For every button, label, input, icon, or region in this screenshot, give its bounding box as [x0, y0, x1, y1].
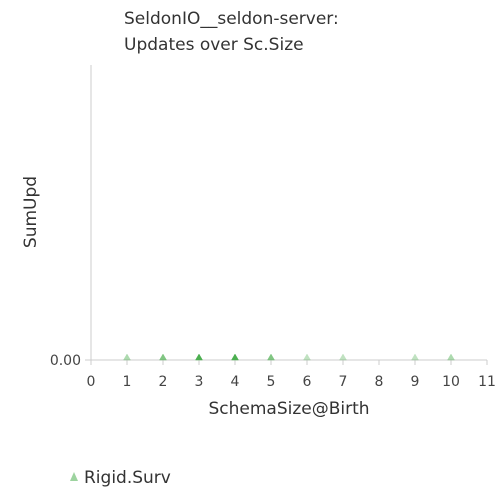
data-point-triangle: [123, 353, 131, 361]
data-point-triangle: [339, 353, 347, 361]
data-point-triangle: [231, 353, 239, 361]
legend: Rigid.Surv: [70, 468, 171, 488]
x-tick-label: 6: [303, 374, 312, 390]
data-point-triangle: [303, 353, 311, 361]
x-tick-label: 0: [87, 374, 96, 390]
x-tick-label: 5: [267, 374, 276, 390]
x-tick-label: 1: [123, 374, 132, 390]
x-tick-label: 9: [411, 374, 420, 390]
x-tick-label: 4: [231, 374, 240, 390]
data-point-triangle: [267, 353, 275, 361]
x-tick-label: 3: [195, 374, 204, 390]
data-points: [123, 353, 455, 361]
x-tick-label: 8: [375, 374, 384, 390]
y-ticks: 0.00: [50, 353, 91, 369]
data-point-triangle: [159, 353, 167, 361]
data-point-triangle: [411, 353, 419, 361]
x-tick-label: 11: [478, 374, 496, 390]
legend-triangle-icon: [70, 472, 78, 481]
legend-label: Rigid.Surv: [84, 468, 171, 488]
x-tick-label: 7: [339, 374, 348, 390]
data-point-triangle: [195, 353, 203, 361]
y-tick-label: 0.00: [50, 353, 81, 369]
x-tick-label: 2: [159, 374, 168, 390]
data-point-triangle: [447, 353, 455, 361]
chart-title-line-2: Updates over Sc.Size: [124, 35, 304, 55]
x-axis-label: SchemaSize@Birth: [208, 399, 369, 419]
x-tick-label: 10: [442, 374, 460, 390]
x-ticks: 0 1 2 3 4 5 6 7 8 9 10 11: [87, 360, 496, 390]
y-axis-label: SumUpd: [21, 176, 41, 248]
chart-title-line-1: SeldonIO__seldon-server:: [124, 9, 339, 29]
